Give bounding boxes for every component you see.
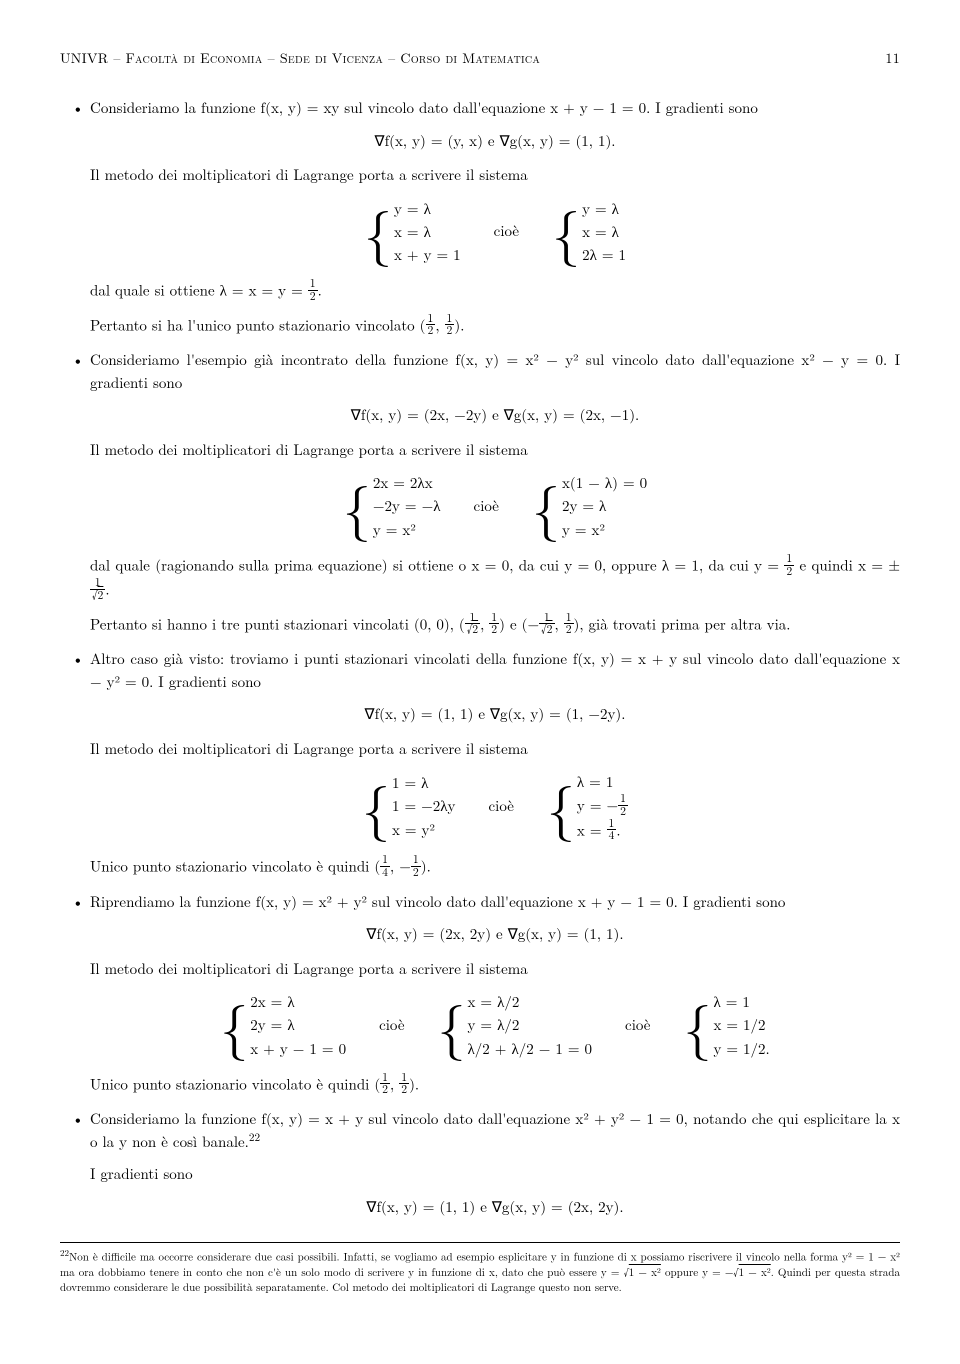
b2-p3: dal quale (ragionando sulla prima equazi… bbox=[90, 553, 900, 602]
b1-s2a: y = λ bbox=[582, 197, 626, 220]
b2-s1a: 2x = 2λx bbox=[373, 471, 441, 494]
b2-system: { 2x = 2λx −2y = −λ y = x² cioè { x(1 − … bbox=[90, 471, 900, 541]
b4-s2a: x = λ/2 bbox=[468, 990, 593, 1013]
cioe: cioè bbox=[379, 1014, 404, 1037]
b5-p2: I gradienti sono bbox=[90, 1163, 900, 1186]
b3-s1c: x = y² bbox=[392, 818, 456, 841]
b1-grad: ∇f(x, y) = (y, x) e ∇g(x, y) = (1, 1). bbox=[90, 130, 900, 153]
b4-s3b: x = 1/2 bbox=[713, 1013, 769, 1036]
cioe: cioè bbox=[488, 795, 513, 818]
item-4: Riprendiamo la funzione f(x, y) = x² + y… bbox=[90, 891, 900, 1097]
item-2: Consideriamo l'esempio già incontrato de… bbox=[90, 349, 900, 636]
b3-system: { 1 = λ 1 = −2λy x = y² cioè { λ = 1 y =… bbox=[90, 770, 900, 842]
b5-grad: ∇f(x, y) = (1, 1) e ∇g(x, y) = (2x, 2y). bbox=[90, 1196, 900, 1219]
b1-s1b: x = λ bbox=[394, 220, 461, 243]
b2-s1c: y = x² bbox=[373, 518, 441, 541]
b3-s1a: 1 = λ bbox=[392, 771, 456, 794]
header-left: UNIVR – Facoltà di Economia – Sede di Vi… bbox=[60, 48, 540, 69]
b5-p1: Consideriamo la funzione f(x, y) = x + y… bbox=[90, 1108, 900, 1153]
item-1: Consideriamo la funzione f(x, y) = xy su… bbox=[90, 97, 900, 337]
page-header: UNIVR – Facoltà di Economia – Sede di Vi… bbox=[60, 48, 900, 69]
b2-grad: ∇f(x, y) = (2x, −2y) e ∇g(x, y) = (2x, −… bbox=[90, 404, 900, 427]
b4-s3a: λ = 1 bbox=[713, 990, 769, 1013]
b2-s2c: y = x² bbox=[562, 518, 647, 541]
b2-p2: Il metodo dei moltiplicatori di Lagrange… bbox=[90, 439, 900, 462]
b1-s2c: 2λ = 1 bbox=[582, 243, 626, 266]
b1-p3: dal quale si ottiene λ = x = y = 12. bbox=[90, 278, 900, 302]
b1-system: { y = λ x = λ x + y = 1 cioè { y = λ x =… bbox=[90, 197, 900, 267]
footnote-number: 22 bbox=[60, 1246, 69, 1259]
b1-s2b: x = λ bbox=[582, 220, 626, 243]
b1-p1: Consideriamo la funzione f(x, y) = xy su… bbox=[90, 97, 900, 120]
b1-s1a: y = λ bbox=[394, 197, 461, 220]
item-3: Altro caso già visto: troviamo i punti s… bbox=[90, 648, 900, 878]
footnote: 22Non è difficile ma occorre considerare… bbox=[60, 1242, 900, 1295]
item-5: Consideriamo la funzione f(x, y) = x + y… bbox=[90, 1108, 900, 1218]
page-number: 11 bbox=[885, 48, 900, 69]
b3-p3: Unico punto stazionario vincolato è quin… bbox=[90, 854, 900, 878]
b4-s1c: x + y − 1 = 0 bbox=[250, 1037, 346, 1060]
b3-p1: Altro caso già visto: troviamo i punti s… bbox=[90, 648, 900, 693]
b3-s2b: y = −12 bbox=[577, 793, 628, 817]
b4-system: { 2x = λ 2y = λ x + y − 1 = 0 cioè { x =… bbox=[90, 990, 900, 1060]
b4-s3c: y = 1/2. bbox=[713, 1037, 769, 1060]
b4-s1a: 2x = λ bbox=[250, 990, 346, 1013]
cioe: cioè bbox=[494, 220, 519, 243]
bullet-list: Consideriamo la funzione f(x, y) = xy su… bbox=[60, 97, 900, 1218]
b4-grad: ∇f(x, y) = (2x, 2y) e ∇g(x, y) = (1, 1). bbox=[90, 923, 900, 946]
b1-p2: Il metodo dei moltiplicatori di Lagrange… bbox=[90, 164, 900, 187]
b1-p4: Pertanto si ha l'unico punto stazionario… bbox=[90, 313, 900, 337]
cioe: cioè bbox=[474, 495, 499, 518]
b4-p2: Il metodo dei moltiplicatori di Lagrange… bbox=[90, 958, 900, 981]
b2-s1b: −2y = −λ bbox=[373, 494, 441, 517]
b3-p2: Il metodo dei moltiplicatori di Lagrange… bbox=[90, 738, 900, 761]
cioe: cioè bbox=[625, 1014, 650, 1037]
b2-s2b: 2y = λ bbox=[562, 494, 647, 517]
b4-p3: Unico punto stazionario vincolato è quin… bbox=[90, 1072, 900, 1096]
b2-p4: Pertanto si hanno i tre punti stazionari… bbox=[90, 612, 900, 636]
b3-s2c: x = 14. bbox=[577, 818, 628, 842]
b4-s1b: 2y = λ bbox=[250, 1013, 346, 1036]
b4-p1: Riprendiamo la funzione f(x, y) = x² + y… bbox=[90, 891, 900, 914]
footnote-ref: 22 bbox=[249, 1129, 260, 1145]
b2-p1: Consideriamo l'esempio già incontrato de… bbox=[90, 349, 900, 394]
b4-s2c: λ/2 + λ/2 − 1 = 0 bbox=[468, 1037, 593, 1060]
b3-s1b: 1 = −2λy bbox=[392, 794, 456, 817]
b4-s2b: y = λ/2 bbox=[468, 1013, 593, 1036]
b1-s1c: x + y = 1 bbox=[394, 243, 461, 266]
b3-grad: ∇f(x, y) = (1, 1) e ∇g(x, y) = (1, −2y). bbox=[90, 703, 900, 726]
b2-s2a: x(1 − λ) = 0 bbox=[562, 471, 647, 494]
